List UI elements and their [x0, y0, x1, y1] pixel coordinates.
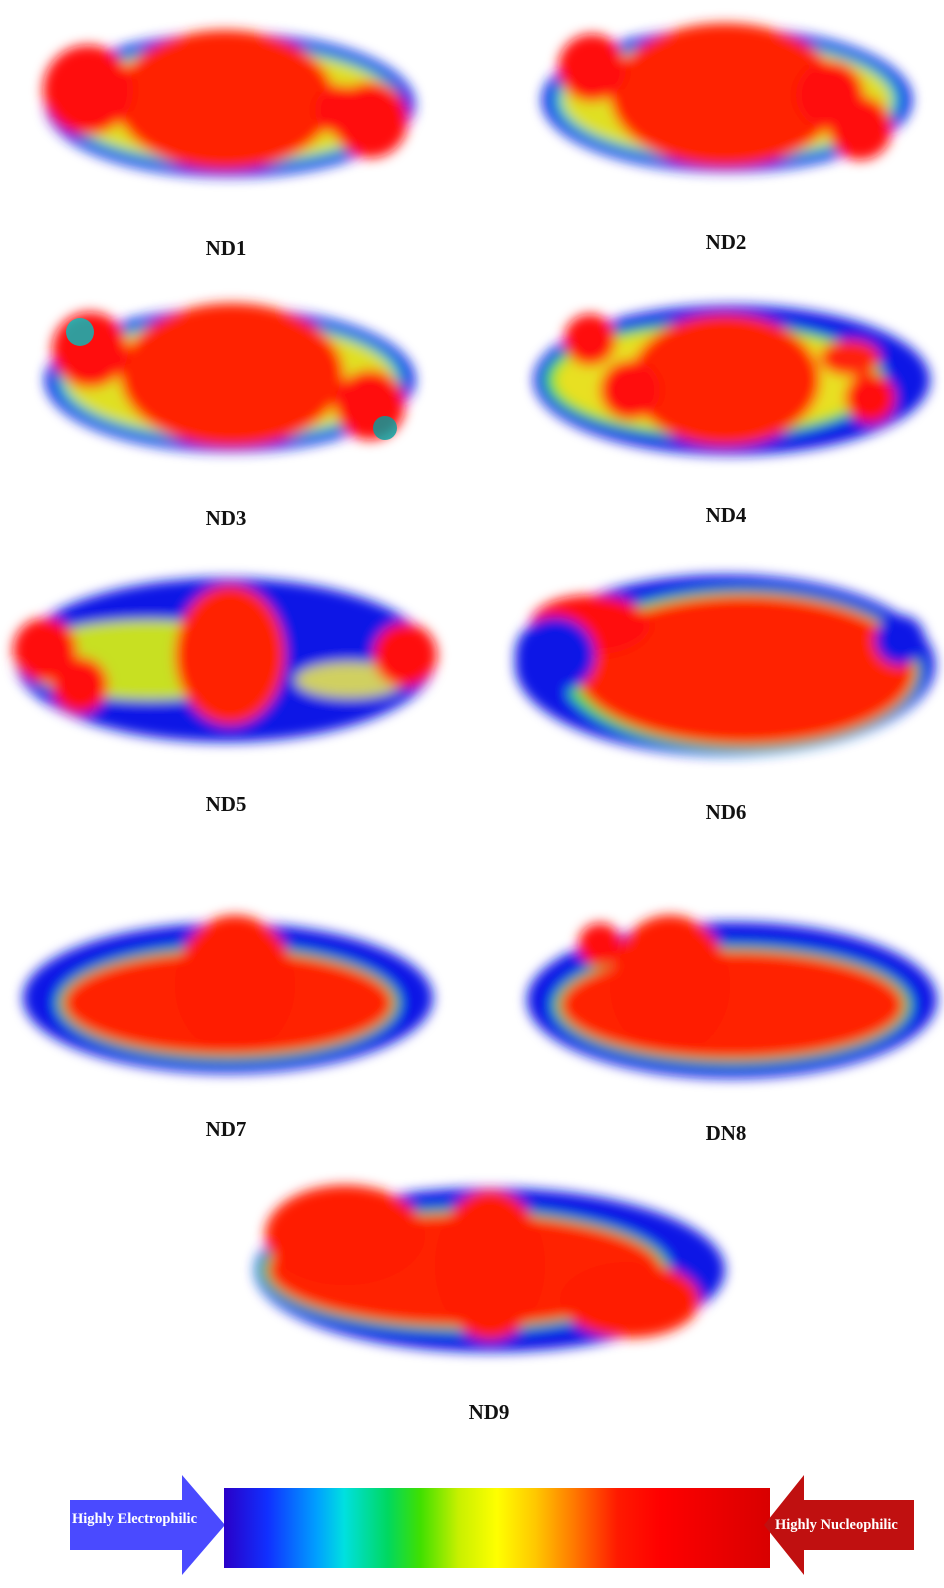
esp-surface-dn8	[527, 915, 937, 1078]
esp-surface-nd9	[255, 1185, 725, 1352]
molecule-label: ND9	[468, 1400, 510, 1424]
molecule-nd3: ND3	[0, 280, 470, 540]
molecule-label: ND2	[705, 230, 747, 254]
esp-color-scale: Highly Electrophilic Highly Nucleophilic	[0, 1470, 944, 1588]
esp-surface-nd2	[542, 23, 912, 172]
molecule-nd1: ND1	[0, 0, 470, 265]
electrophilic-label: Highly Electrophilic	[72, 1511, 197, 1527]
esp-surface-nd7	[23, 915, 433, 1073]
molecule-label: ND4	[705, 503, 747, 527]
molecule-nd5: ND5	[0, 560, 470, 830]
nucleophilic-arrow-icon	[764, 1475, 914, 1575]
esp-surface-nd4	[534, 305, 930, 455]
nucleophilic-label: Highly Nucleophilic	[775, 1517, 898, 1533]
electrophilic-arrow-icon	[70, 1475, 225, 1575]
molecule-nd2: ND2	[470, 0, 944, 265]
esp-surface-nd6	[515, 575, 935, 755]
molecule-nd9: ND9	[230, 1160, 750, 1430]
molecule-label: DN8	[705, 1121, 747, 1145]
molecule-label: ND7	[205, 1117, 247, 1141]
esp-color-gradient-bar	[224, 1488, 770, 1568]
esp-surface-nd5	[13, 578, 437, 742]
molecule-nd6: ND6	[470, 560, 944, 830]
molecule-label: ND3	[205, 506, 247, 530]
molecule-label: ND1	[205, 236, 247, 260]
molecule-label: ND5	[205, 792, 247, 816]
esp-surface-nd1	[43, 30, 415, 177]
molecule-nd7: ND7	[0, 900, 470, 1150]
molecule-nd4: ND4	[470, 280, 944, 540]
molecule-label: ND6	[705, 800, 747, 824]
esp-surface-nd3	[45, 303, 415, 452]
molecule-dn8: DN8	[470, 900, 944, 1150]
